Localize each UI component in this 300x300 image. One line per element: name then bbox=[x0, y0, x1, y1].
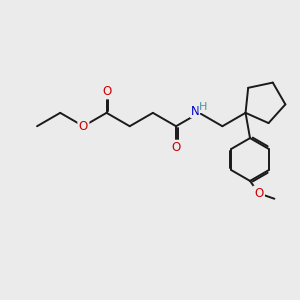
Text: O: O bbox=[254, 187, 264, 200]
Text: H: H bbox=[199, 103, 208, 112]
Text: O: O bbox=[102, 85, 111, 98]
Text: O: O bbox=[171, 141, 181, 154]
Text: O: O bbox=[79, 120, 88, 133]
Text: N: N bbox=[191, 105, 200, 118]
